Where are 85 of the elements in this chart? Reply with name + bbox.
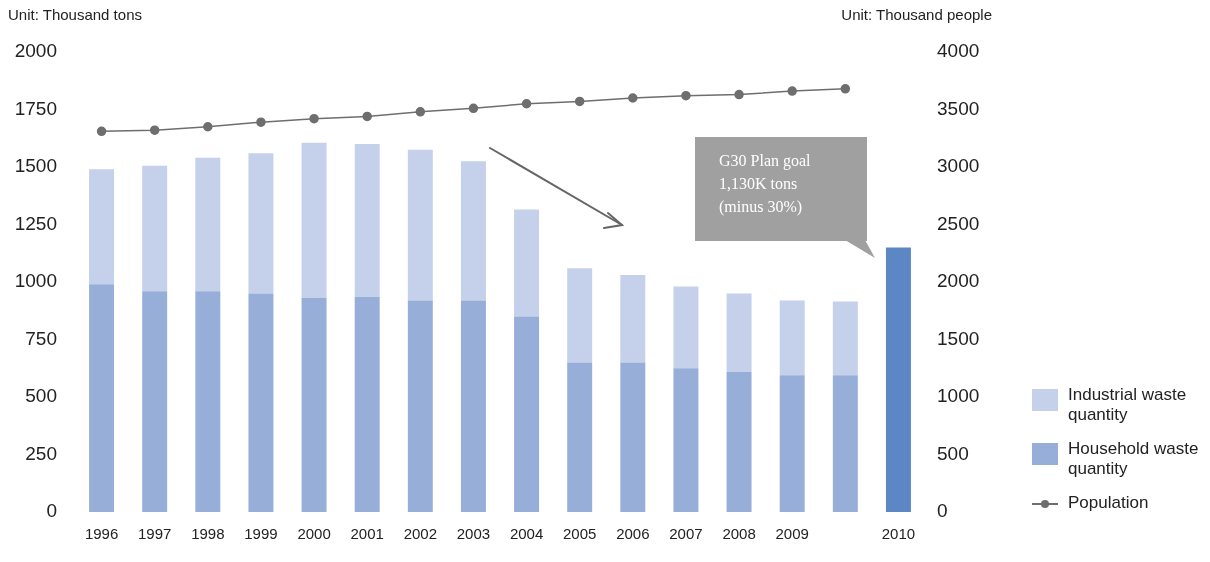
point <box>521 99 532 109</box>
y-tick-label: 0 <box>46 500 57 522</box>
y2-tick-label: 1500 <box>937 327 980 349</box>
bar <box>620 362 646 512</box>
x-tick-label: 2005 <box>563 525 597 543</box>
x-tick-label: 2006 <box>616 525 650 543</box>
bar <box>885 247 911 512</box>
y-tick-label: 1750 <box>14 97 57 119</box>
bar <box>301 298 327 512</box>
point <box>256 117 266 127</box>
point <box>840 84 851 94</box>
bar <box>514 316 540 512</box>
y2-tick-label: 1000 <box>937 385 980 407</box>
point <box>468 103 479 114</box>
point <box>96 126 107 137</box>
callout: G30 Plan goal 1,130K tons (minus 30%) <box>695 137 867 241</box>
bar <box>514 209 540 317</box>
x-tick-label: 2002 <box>403 525 437 543</box>
y-tick-label: 1500 <box>14 155 57 177</box>
bar <box>779 375 805 512</box>
bar <box>301 142 327 299</box>
bar <box>779 300 805 376</box>
x-tick-label: 2007 <box>669 525 703 543</box>
y2-tick-label: 2000 <box>937 270 980 292</box>
point <box>203 122 213 132</box>
legend-label: Population <box>1068 493 1150 513</box>
bar <box>407 300 433 512</box>
y2-tick-label: 2500 <box>937 212 980 234</box>
bar <box>89 169 115 285</box>
bar <box>567 268 593 363</box>
point <box>149 125 160 135</box>
bar <box>142 165 168 292</box>
legend-label: Household waste quantity <box>1068 439 1200 479</box>
x-tick-label: 1999 <box>244 525 278 543</box>
bar <box>248 153 274 294</box>
point <box>415 107 426 117</box>
legend-label: Industrial waste quantity <box>1068 385 1188 425</box>
x-tick-label: 2003 <box>456 525 491 543</box>
x-tick-label: 2001 <box>350 525 384 543</box>
bar <box>726 371 752 512</box>
point <box>362 111 372 122</box>
y2-axis-title: Unit: Thousand people <box>841 6 992 23</box>
x-tick-label: 2000 <box>297 525 331 543</box>
bar <box>832 375 858 512</box>
x-tick-label: 2004 <box>509 525 544 543</box>
y-tick-label: 250 <box>25 442 57 464</box>
y-tick-label: 500 <box>25 385 57 407</box>
y-tick-label: 1250 <box>14 212 57 234</box>
point <box>734 89 744 100</box>
bar <box>195 291 221 512</box>
bar <box>832 301 858 376</box>
bar <box>89 284 115 512</box>
bar <box>620 275 646 363</box>
bar <box>673 286 699 369</box>
point <box>309 113 319 124</box>
y-axis-title: Unit: Thousand tons <box>8 6 142 23</box>
bar <box>726 293 752 372</box>
y2-tick-label: 3500 <box>937 97 980 119</box>
bar <box>460 161 486 301</box>
point <box>681 90 691 101</box>
bar <box>142 291 168 512</box>
x-tick-label: 2010 <box>881 525 916 543</box>
y2-tick-label: 3000 <box>937 155 980 177</box>
bar <box>354 296 380 512</box>
x-tick-label: 1998 <box>191 525 225 543</box>
bar <box>567 362 593 512</box>
y2-tick-label: 500 <box>937 442 969 464</box>
y2-tick-label: 4000 <box>937 40 980 62</box>
bar <box>407 149 433 301</box>
bar <box>673 368 699 512</box>
x-tick-label: 2009 <box>775 525 809 543</box>
bar <box>248 293 274 512</box>
point <box>574 96 585 107</box>
y-tick-label: 750 <box>25 327 57 349</box>
point <box>628 93 638 103</box>
bar <box>195 157 221 292</box>
y-tick-label: 2000 <box>14 40 57 62</box>
y2-tick-label: 0 <box>937 500 948 522</box>
x-tick-label: 1997 <box>138 525 172 543</box>
x-tick-label: 1996 <box>84 525 119 543</box>
point <box>787 86 797 96</box>
x-tick-label: 2008 <box>722 525 756 543</box>
bar <box>460 300 486 512</box>
y-tick-label: 1000 <box>14 270 57 292</box>
bar <box>354 144 380 297</box>
